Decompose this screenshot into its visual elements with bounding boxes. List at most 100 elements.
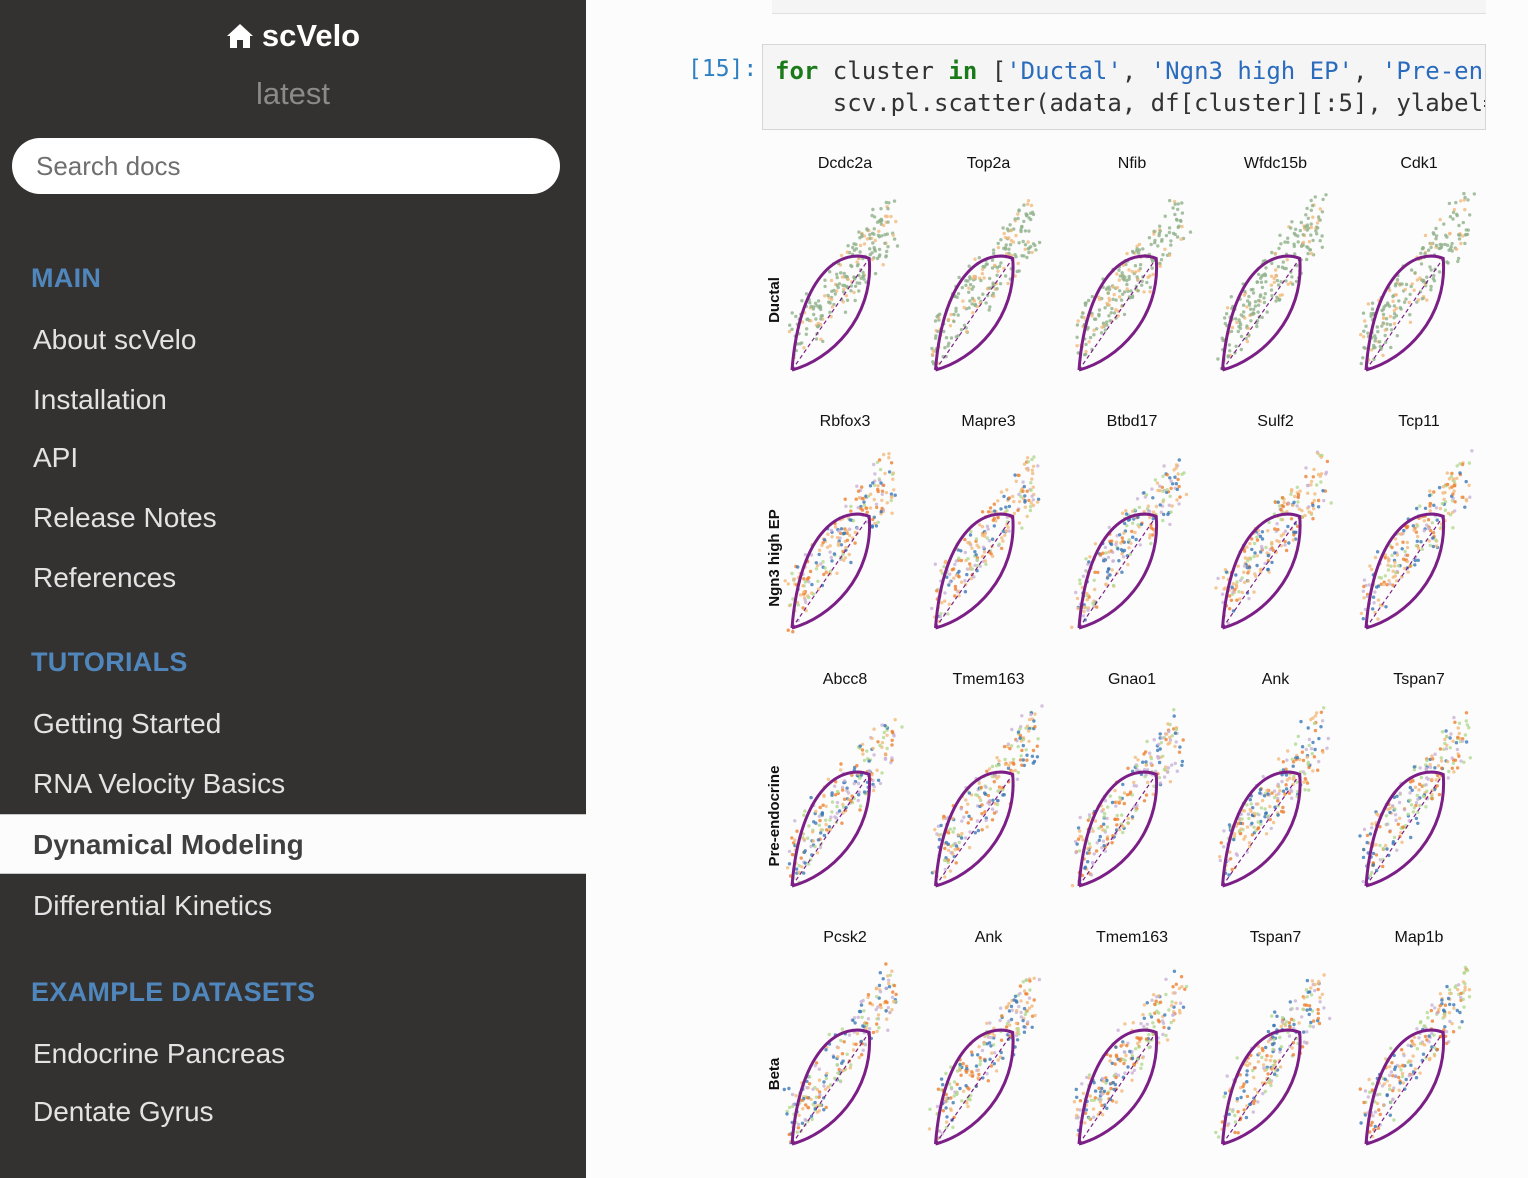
gene-title: Sulf2 (1257, 413, 1294, 430)
gene-title: Tspan7 (1250, 929, 1302, 946)
cell-prompt: [15]: (688, 56, 758, 82)
steady-state-line (1365, 774, 1444, 887)
cell-scatter (782, 962, 898, 1145)
fit-curve (934, 512, 1015, 630)
steady-state-line (1222, 774, 1301, 887)
steady-state-line (791, 258, 870, 371)
cell-scatter (1070, 708, 1185, 888)
steady-state-line (1365, 258, 1444, 371)
code-text: , (1353, 57, 1382, 85)
gene-title: Map1b (1395, 929, 1444, 946)
code-line-1: for cluster in ['Ductal', 'Ngn3 high EP'… (775, 57, 1483, 85)
code-string: 'Ngn3 high EP' (1150, 57, 1354, 85)
code-text: [ (977, 57, 1007, 85)
steady-state-line (1365, 1032, 1444, 1145)
steady-state-line (1078, 258, 1157, 371)
gene-title: Tspan7 (1393, 671, 1445, 688)
cell-scatter (1075, 198, 1193, 357)
code-string: 'Ductal' (1006, 57, 1122, 85)
gene-title: Rbfox3 (820, 413, 871, 430)
code-string: 'Pre-en (1381, 57, 1484, 85)
steady-state-line (935, 1032, 1014, 1145)
caption-example-datasets: EXAMPLE DATASETS (31, 977, 316, 1007)
code-keyword: for (775, 57, 819, 85)
nav-api[interactable]: API (33, 442, 79, 473)
nav-dynamical-modeling[interactable]: Dynamical Modeling (0, 814, 586, 874)
caption-main: MAIN (31, 263, 102, 293)
gene-title: Top2a (967, 155, 1011, 172)
cell-scatter (927, 976, 1042, 1140)
row-label: Ngn3 high EP (766, 509, 783, 607)
gene-title: Gnao1 (1108, 671, 1156, 688)
row-label: Ductal (766, 277, 783, 323)
cell-scatter (783, 452, 897, 634)
cell-scatter (1359, 191, 1476, 366)
fit-curve (1077, 512, 1159, 630)
steady-state-line (791, 516, 870, 629)
brand-link[interactable]: scVelo (0, 18, 586, 54)
steady-state-line (1078, 774, 1157, 887)
steady-state-line (791, 774, 870, 887)
gene-title: Tmem163 (952, 671, 1024, 688)
code-keyword: in (948, 57, 978, 85)
steady-state-line (1365, 516, 1444, 629)
cell-scatter (930, 704, 1044, 884)
nav-references[interactable]: References (33, 562, 177, 593)
code-cell[interactable]: for cluster in ['Ductal', 'Ngn3 high EP'… (762, 44, 1486, 130)
row-label: Beta (766, 1057, 783, 1090)
nav-installation[interactable]: Installation (33, 384, 167, 415)
cell-scatter (787, 199, 900, 360)
fit-curve (1077, 1028, 1159, 1146)
nav-about-scvelo[interactable]: About scVelo (33, 324, 197, 355)
steady-state-line (791, 1032, 870, 1145)
search-input[interactable] (12, 138, 560, 194)
sidebar: scVelo latest MAIN About scVelo Installa… (0, 0, 586, 1178)
steady-state-line (1222, 258, 1301, 371)
gene-title: Tmem163 (1096, 929, 1168, 946)
brand-name: scVelo (261, 18, 361, 53)
gene-title: Cdk1 (1400, 155, 1437, 172)
cell-scatter (785, 718, 904, 884)
phase-portrait-grid: Ductal Dcdc2a Top2a Nfib Wfdc15b Cdk1 Ngn3 hig… (766, 155, 1476, 1146)
steady-state-line (1078, 516, 1157, 629)
nav-differential-kinetics[interactable]: Differential Kinetics (33, 890, 273, 921)
gene-title: Abcc8 (823, 671, 868, 688)
nav-endocrine-pancreas[interactable]: Endocrine Pancreas (33, 1038, 286, 1069)
steady-state-line (935, 258, 1014, 371)
cell-scatter (1214, 450, 1333, 625)
caption-tutorials: TUTORIALS (31, 647, 188, 677)
previous-output-cell (772, 0, 1486, 14)
code-text: , (1121, 57, 1151, 85)
gene-title: Btbd17 (1107, 413, 1158, 430)
cell-scatter (1216, 193, 1328, 371)
steady-state-line (1222, 1032, 1301, 1145)
cell-scatter (930, 199, 1042, 366)
cell-scatter (1214, 973, 1332, 1139)
nav-getting-started[interactable]: Getting Started (33, 708, 222, 739)
gene-title: Pcsk2 (823, 929, 867, 946)
cell-scatter (1072, 969, 1189, 1140)
gene-title: Wfdc15b (1244, 155, 1307, 172)
gene-title: Mapre3 (961, 413, 1015, 430)
row-label: Pre-endocrine (766, 766, 783, 867)
code-text: cluster (818, 57, 949, 85)
code-line-2: scv.pl.scatter(adata, df[cluster][:5], y… (775, 89, 1486, 117)
gene-title: Nfib (1118, 155, 1147, 172)
nav-dentate-gyrus[interactable]: Dentate Gyrus (33, 1096, 214, 1127)
fit-curve (1221, 1028, 1302, 1146)
fit-curve (1364, 254, 1446, 372)
gene-title: Ank (1262, 671, 1291, 688)
version-label: latest (255, 76, 331, 111)
cell-scatter (1359, 449, 1474, 629)
gene-title: Dcdc2a (818, 155, 872, 172)
nav-release-notes[interactable]: Release Notes (33, 502, 217, 533)
steady-state-line (1222, 516, 1301, 629)
home-icon (226, 24, 253, 48)
steady-state-line (935, 516, 1014, 629)
cell-scatter (1070, 458, 1189, 629)
gene-title: Tcp11 (1398, 413, 1440, 430)
cell-scatter (1358, 965, 1472, 1139)
steady-state-line (935, 774, 1014, 887)
nav-rna-velocity-basics[interactable]: RNA Velocity Basics (33, 768, 286, 799)
gene-title: Ank (975, 929, 1004, 946)
